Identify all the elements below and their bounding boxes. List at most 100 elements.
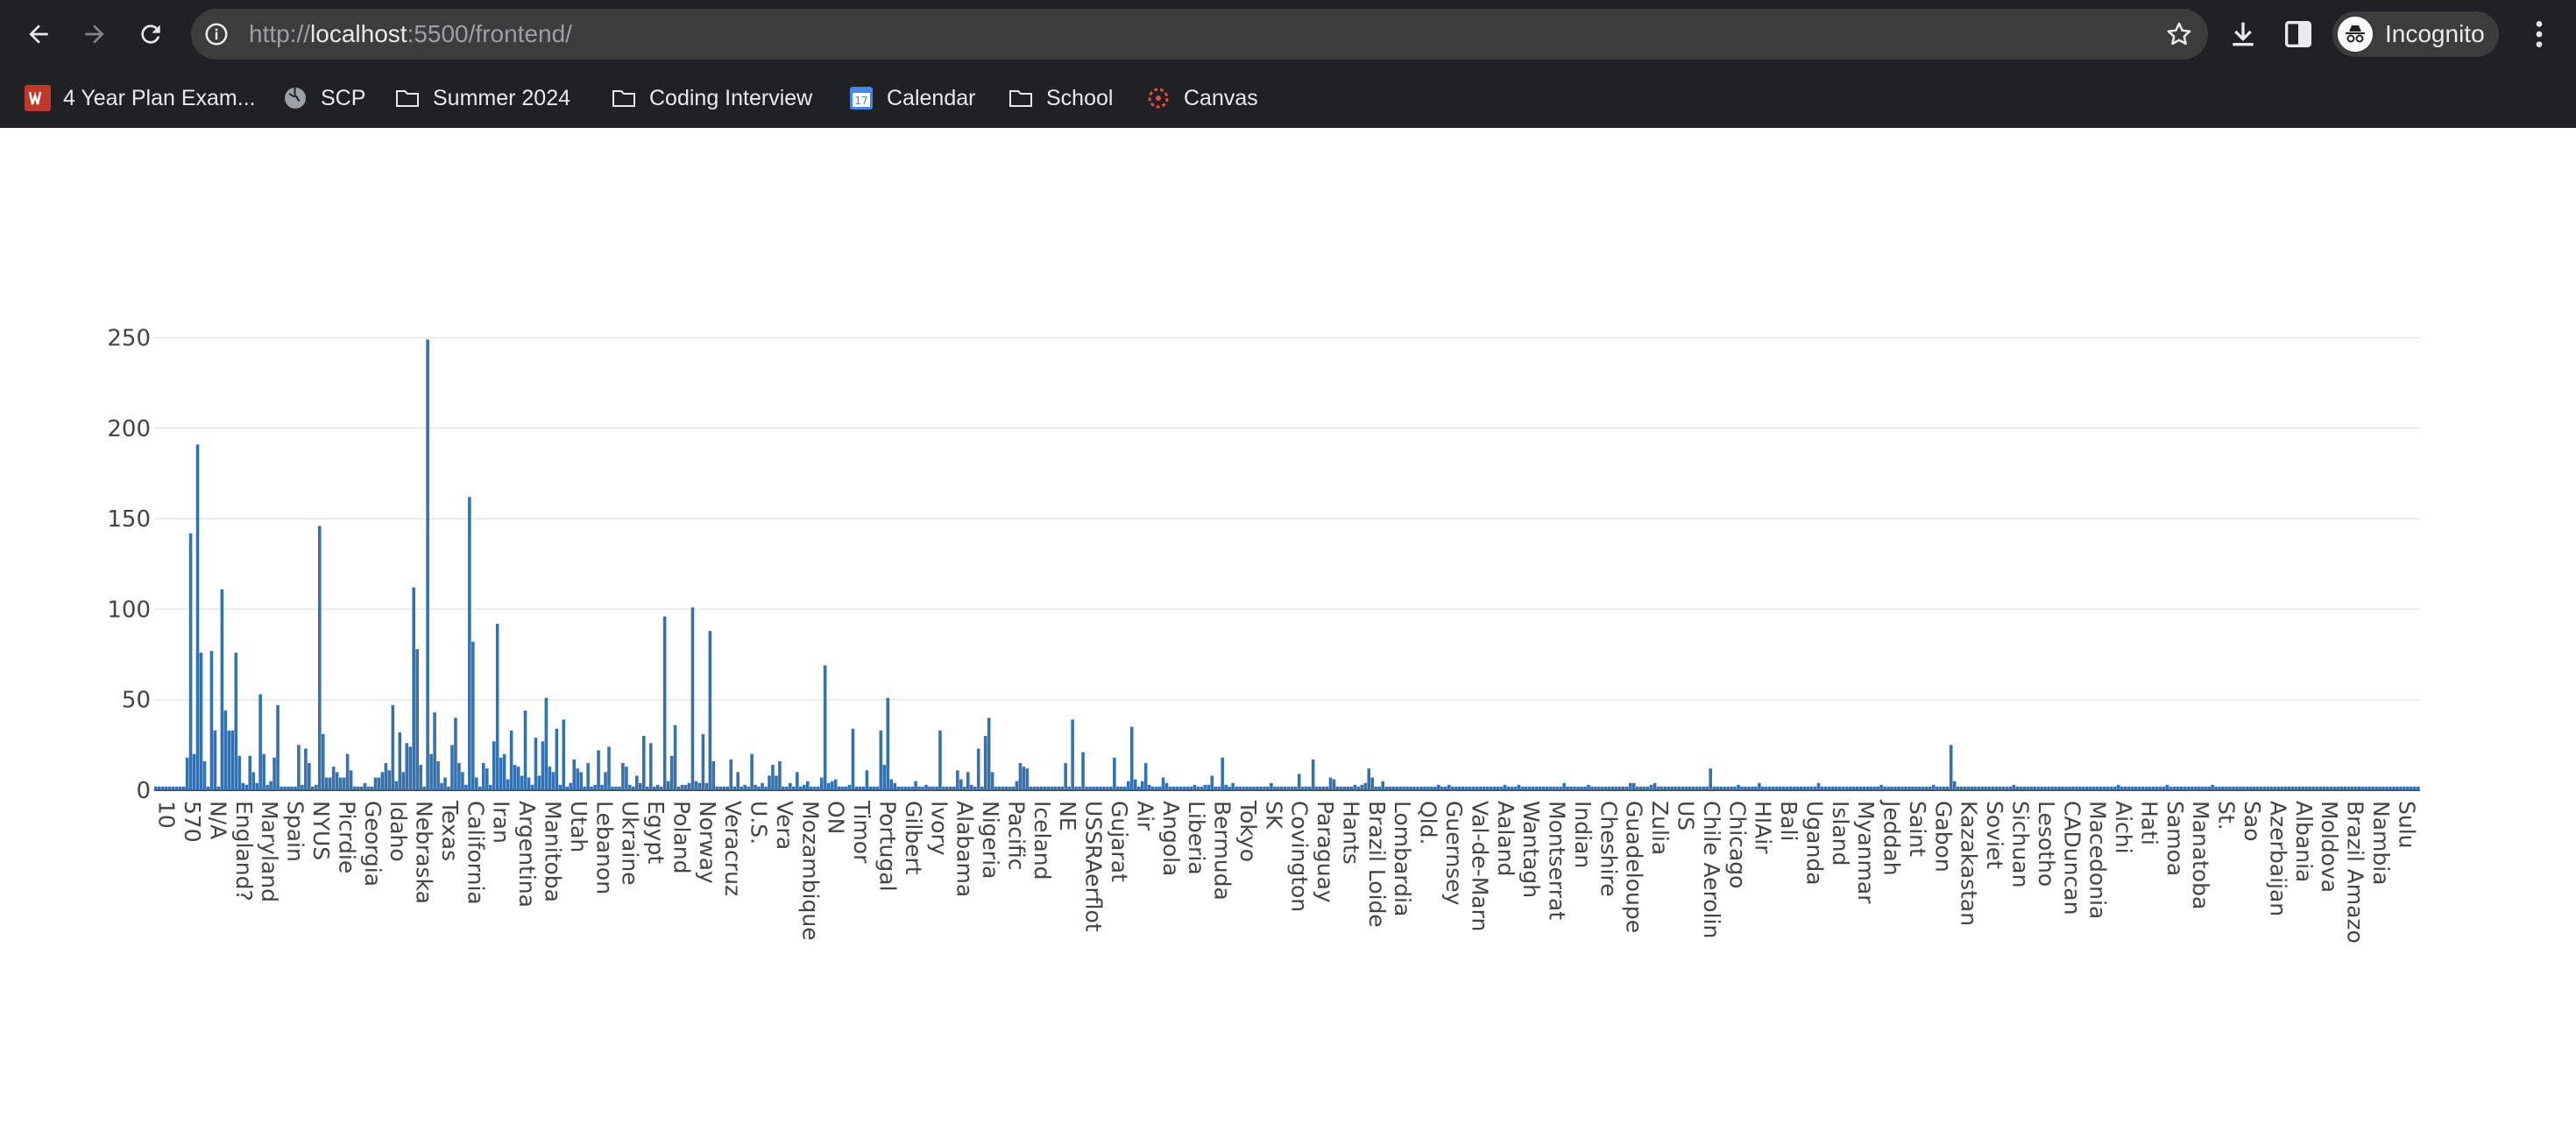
bar[interactable]: [2235, 786, 2239, 790]
bar[interactable]: [1039, 786, 1044, 790]
bar[interactable]: [237, 755, 242, 790]
bar[interactable]: [2239, 786, 2242, 790]
bar[interactable]: [826, 782, 831, 790]
bar[interactable]: [2015, 786, 2020, 790]
bar[interactable]: [181, 786, 186, 790]
bar[interactable]: [294, 786, 297, 790]
bar[interactable]: [251, 772, 255, 790]
bar[interactable]: [1287, 786, 1291, 790]
bar[interactable]: [2360, 786, 2364, 790]
bar[interactable]: [2232, 786, 2235, 790]
bar[interactable]: [1531, 786, 1535, 790]
bar[interactable]: [645, 786, 649, 790]
bar[interactable]: [969, 784, 973, 790]
bar[interactable]: [2378, 786, 2381, 790]
bar[interactable]: [1416, 786, 1419, 790]
bar[interactable]: [680, 784, 684, 790]
bar[interactable]: [290, 786, 294, 790]
bar[interactable]: [1099, 786, 1102, 790]
bar[interactable]: [1702, 786, 1706, 790]
bar[interactable]: [600, 784, 604, 790]
bar[interactable]: [1457, 786, 1461, 790]
bar[interactable]: [315, 784, 318, 790]
bar[interactable]: [1534, 786, 1539, 790]
bar[interactable]: [2144, 786, 2148, 790]
bar[interactable]: [1952, 781, 1957, 790]
bar[interactable]: [1628, 782, 1632, 790]
bar[interactable]: [1113, 757, 1116, 790]
bar[interactable]: [1004, 786, 1008, 790]
bar[interactable]: [1583, 786, 1587, 790]
bar[interactable]: [740, 786, 743, 790]
bar[interactable]: [272, 757, 276, 790]
bar[interactable]: [711, 760, 716, 790]
bar[interactable]: [1259, 786, 1263, 790]
bar[interactable]: [1590, 786, 1594, 790]
bar[interactable]: [1897, 786, 1900, 790]
bar[interactable]: [1869, 786, 1872, 790]
bar[interactable]: [1214, 786, 1218, 790]
bookmark-calendar[interactable]: 17 Calendar: [848, 80, 975, 117]
bar[interactable]: [352, 786, 357, 790]
bar[interactable]: [1245, 786, 1249, 790]
bar[interactable]: [188, 533, 193, 790]
bar[interactable]: [2385, 786, 2388, 790]
bar[interactable]: [558, 784, 563, 790]
bar[interactable]: [1304, 786, 1308, 790]
bar[interactable]: [1252, 786, 1256, 790]
bar[interactable]: [771, 765, 775, 790]
bar[interactable]: [1192, 784, 1197, 790]
bar[interactable]: [171, 786, 175, 790]
bar[interactable]: [994, 786, 998, 790]
bar[interactable]: [2186, 786, 2190, 790]
bar[interactable]: [283, 786, 287, 790]
bar[interactable]: [1136, 786, 1141, 790]
bar[interactable]: [2346, 786, 2351, 790]
bar[interactable]: [1450, 786, 1454, 790]
bar[interactable]: [1991, 786, 1995, 790]
bar[interactable]: [1645, 786, 1650, 790]
bar[interactable]: [697, 782, 702, 790]
bar[interactable]: [160, 786, 165, 790]
bar[interactable]: [1440, 786, 1444, 790]
bar[interactable]: [1280, 786, 1284, 790]
bar[interactable]: [1492, 786, 1497, 790]
bar[interactable]: [1297, 774, 1301, 790]
bar[interactable]: [2318, 786, 2323, 790]
bar[interactable]: [812, 786, 817, 790]
bar[interactable]: [1517, 784, 1521, 790]
bar[interactable]: [1774, 786, 1779, 790]
bar[interactable]: [1454, 786, 1458, 790]
bar[interactable]: [1837, 786, 1842, 790]
bar[interactable]: [1918, 786, 1921, 790]
bar[interactable]: [1698, 786, 1702, 790]
bar[interactable]: [1963, 786, 1967, 790]
bar[interactable]: [1263, 786, 1266, 790]
bar[interactable]: [973, 786, 977, 790]
bar[interactable]: [2050, 786, 2054, 790]
bar[interactable]: [1499, 786, 1504, 790]
bar[interactable]: [1011, 786, 1016, 790]
bar[interactable]: [1608, 786, 1611, 790]
bar[interactable]: [2033, 786, 2036, 790]
bar[interactable]: [914, 781, 917, 790]
bar[interactable]: [1426, 786, 1430, 790]
bar[interactable]: [363, 782, 367, 790]
bar[interactable]: [611, 786, 614, 790]
bar[interactable]: [1795, 786, 1800, 790]
bar[interactable]: [750, 753, 754, 790]
bar[interactable]: [1928, 786, 1932, 790]
bar[interactable]: [1552, 786, 1555, 790]
bar[interactable]: [1802, 786, 1807, 790]
bar[interactable]: [2350, 786, 2354, 790]
bookmark-4-year-plan[interactable]: 4 Year Plan Exam...: [25, 80, 256, 117]
bar[interactable]: [2085, 786, 2089, 790]
bar[interactable]: [2190, 786, 2193, 790]
bar[interactable]: [301, 784, 304, 790]
address-bar[interactable]: http://localhost:5500/frontend/: [191, 9, 2208, 60]
bar[interactable]: [775, 775, 778, 790]
bar[interactable]: [1123, 786, 1127, 790]
bar[interactable]: [1890, 786, 1893, 790]
bar[interactable]: [569, 782, 573, 790]
bar[interactable]: [331, 767, 336, 790]
